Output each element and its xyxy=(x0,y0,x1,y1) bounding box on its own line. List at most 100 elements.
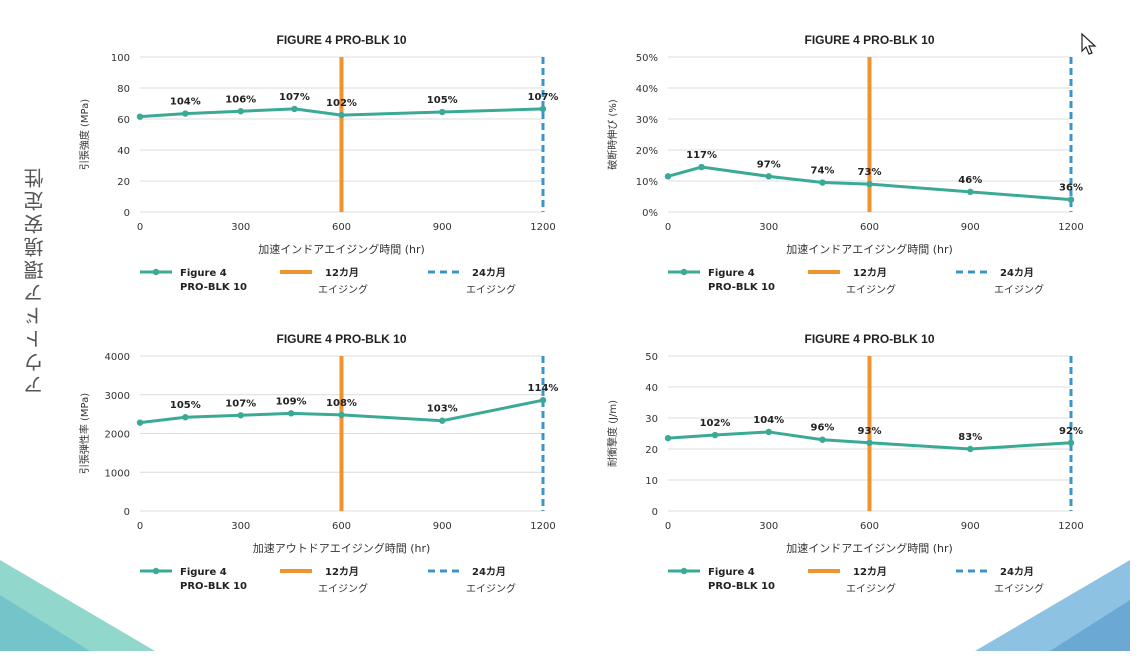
x-tick-label: 900 xyxy=(433,222,452,233)
data-label: 92% xyxy=(1059,426,1083,437)
data-label: 107% xyxy=(225,398,256,409)
data-point xyxy=(291,105,298,113)
x-tick-label: 300 xyxy=(231,222,250,233)
chart-panel-1: FIGURE 4 PRO-BLK 10 0 20 40 60 80 100 0 300 600 90… xyxy=(78,33,558,296)
x-tick-label: 300 xyxy=(759,222,778,233)
legend-label: 24カ月 xyxy=(472,267,506,279)
y-tick-label: 50% xyxy=(636,53,658,64)
data-label: 107% xyxy=(528,92,559,103)
y-tick-label: 0 xyxy=(652,507,658,518)
data-label: 102% xyxy=(700,418,731,429)
x-tick-label: 0 xyxy=(665,222,671,233)
data-label: 108% xyxy=(326,398,357,409)
data-point xyxy=(136,419,144,426)
data-point xyxy=(765,428,772,436)
data-label: 46% xyxy=(958,175,982,186)
data-point xyxy=(287,410,295,417)
data-point xyxy=(539,105,547,113)
data-label: 104% xyxy=(170,97,201,108)
y-tick-label: 0% xyxy=(642,208,658,219)
data-label: 96% xyxy=(811,423,835,434)
data-label: 36% xyxy=(1059,183,1083,194)
x-axis-label: 加速インドアエイジング時間 (hr) xyxy=(786,541,953,555)
data-point xyxy=(664,173,672,180)
y-axis-label: 耐衝撃度 (J/m) xyxy=(606,400,619,467)
y-axis-label: 破断時伸び (%) xyxy=(606,99,619,170)
x-tick-label: 0 xyxy=(665,521,671,532)
chart-panel-4: FIGURE 4 PRO-BLK 10 0 10 20 30 40 50 0 300 600 900… xyxy=(606,332,1084,595)
data-point xyxy=(439,417,446,424)
corner-decoration-right-inner xyxy=(1050,600,1130,651)
y-tick-label: 0 xyxy=(124,208,130,219)
legend-label: エイジング xyxy=(846,283,896,296)
y-tick-label: 1000 xyxy=(105,468,130,479)
x-tick-label: 900 xyxy=(961,222,980,233)
data-point xyxy=(765,173,772,180)
chart-panel-2: FIGURE 4 PRO-BLK 10 0% 10% 20% 30% 40% 50% 0 300… xyxy=(606,33,1084,296)
data-point xyxy=(1067,196,1075,203)
chart-title: FIGURE 4 PRO-BLK 10 xyxy=(276,33,406,47)
y-tick-label: 40% xyxy=(636,84,658,95)
legend-label: 24カ月 xyxy=(472,566,506,578)
data-label: 105% xyxy=(427,95,458,106)
chart-panel-3: FIGURE 4 PRO-BLK 10 0 1000 2000 3000 4000 0 300… xyxy=(78,332,558,595)
data-point xyxy=(866,439,873,446)
data-point xyxy=(237,108,244,115)
x-axis-label: 加速インドアエイジング時間 (hr) xyxy=(786,242,953,256)
y-tick-label: 100 xyxy=(111,53,130,64)
data-point xyxy=(967,445,974,453)
legend-label: エイジング xyxy=(466,283,516,296)
data-point xyxy=(338,411,345,419)
x-tick-label: 300 xyxy=(759,521,778,532)
legend-label: エイジング xyxy=(994,283,1044,296)
legend-label: エイジング xyxy=(318,283,368,296)
data-point xyxy=(698,163,705,171)
y-tick-label: 50 xyxy=(645,352,658,363)
legend-label: Figure 4 xyxy=(180,567,227,578)
x-tick-label: 0 xyxy=(137,521,143,532)
data-label: 102% xyxy=(326,98,357,109)
legend-label: エイジング xyxy=(846,582,896,595)
data-point xyxy=(819,179,826,186)
y-tick-label: 10 xyxy=(645,476,658,487)
data-label: 73% xyxy=(858,167,882,178)
data-point xyxy=(182,110,189,117)
chart-title: FIGURE 4 PRO-BLK 10 xyxy=(276,332,406,346)
legend-swatch-marker xyxy=(680,268,688,276)
legend-swatch-marker xyxy=(152,567,160,575)
x-tick-label: 900 xyxy=(433,521,452,532)
data-label: 93% xyxy=(858,426,882,437)
legend-label: PRO-BLK 10 xyxy=(180,282,247,293)
y-tick-label: 40 xyxy=(645,383,658,394)
data-point xyxy=(819,436,826,443)
x-tick-label: 1200 xyxy=(530,521,555,532)
legend-label: Figure 4 xyxy=(708,567,755,578)
x-tick-label: 1200 xyxy=(530,222,555,233)
x-tick-label: 600 xyxy=(860,222,879,233)
legend-label: 24カ月 xyxy=(1000,267,1034,279)
x-tick-label: 600 xyxy=(332,521,351,532)
data-label: 104% xyxy=(753,415,784,426)
data-label: 103% xyxy=(427,404,458,415)
data-label: 114% xyxy=(528,383,559,394)
y-tick-label: 0 xyxy=(124,507,130,518)
y-tick-label: 3000 xyxy=(105,391,130,402)
data-label: 74% xyxy=(811,166,835,177)
y-tick-label: 4000 xyxy=(105,352,130,363)
data-label: 105% xyxy=(170,400,201,411)
data-point xyxy=(539,396,547,404)
data-point xyxy=(664,434,672,442)
corner-decoration-left-inner xyxy=(0,595,90,651)
data-point xyxy=(967,188,974,196)
x-tick-label: 600 xyxy=(332,222,351,233)
x-axis-label: 加速アウトドアエイジング時間 (hr) xyxy=(253,541,431,555)
data-label: 107% xyxy=(279,92,310,103)
y-tick-label: 40 xyxy=(117,146,130,157)
data-point xyxy=(237,412,244,419)
y-tick-label: 30 xyxy=(645,414,658,425)
x-tick-label: 0 xyxy=(137,222,143,233)
chart-title: FIGURE 4 PRO-BLK 10 xyxy=(804,332,934,346)
data-label: 97% xyxy=(757,159,781,170)
data-point xyxy=(338,111,345,119)
